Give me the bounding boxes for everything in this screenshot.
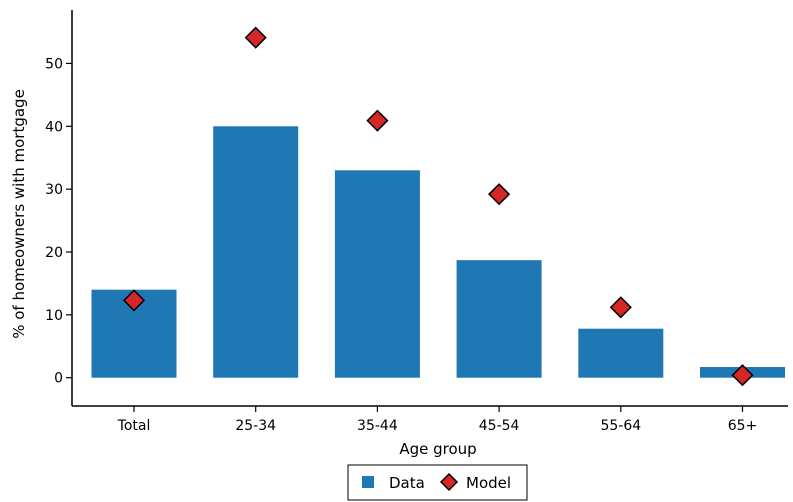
y-axis-ticks: 0 10 20 30 40 50	[45, 56, 72, 387]
bar-35-44	[334, 170, 420, 378]
legend-swatch-model	[439, 472, 459, 492]
markers-layer	[122, 26, 754, 387]
bar-55-64	[578, 328, 664, 378]
x-tick-label: 25-34	[235, 418, 276, 434]
model-marker-65+	[731, 364, 754, 387]
y-tick-label: 0	[54, 371, 63, 387]
model-marker-55-64	[609, 296, 632, 319]
plot-area: 0 10 20 30 40 50 Total 25-34 35-44 45-54 55-64 65+	[45, 10, 788, 434]
y-tick-label: 50	[45, 56, 63, 72]
legend-swatch-data	[362, 476, 374, 488]
model-marker-25-34	[244, 26, 267, 49]
y-tick-label: 20	[45, 245, 63, 261]
model-marker-45-54	[488, 183, 511, 206]
y-tick-label: 30	[45, 182, 63, 198]
x-tick-label: 65+	[728, 418, 758, 434]
legend-label-data: Data	[389, 474, 425, 492]
legend: Data Model	[347, 464, 528, 501]
bars-layer	[91, 126, 785, 378]
y-tick-label: 10	[45, 308, 63, 324]
x-tick-label: Total	[117, 418, 151, 434]
y-tick-label: 40	[45, 119, 63, 135]
x-tick-label: 45-54	[479, 418, 520, 434]
x-tick-label: 35-44	[357, 418, 398, 434]
model-marker-Total	[122, 289, 146, 312]
bar-25-34	[213, 126, 299, 378]
model-marker-35-44	[366, 109, 389, 132]
x-axis-title: Age group	[399, 440, 476, 458]
x-axis-ticks: Total 25-34 35-44 45-54 55-64 65+	[117, 406, 758, 434]
x-tick-label: 55-64	[600, 418, 641, 434]
y-axis-title: % of homeowners with mortgage	[10, 89, 28, 339]
legend-box	[347, 464, 528, 501]
bar-45-54	[456, 260, 542, 378]
legend-label-model: Model	[466, 474, 511, 492]
